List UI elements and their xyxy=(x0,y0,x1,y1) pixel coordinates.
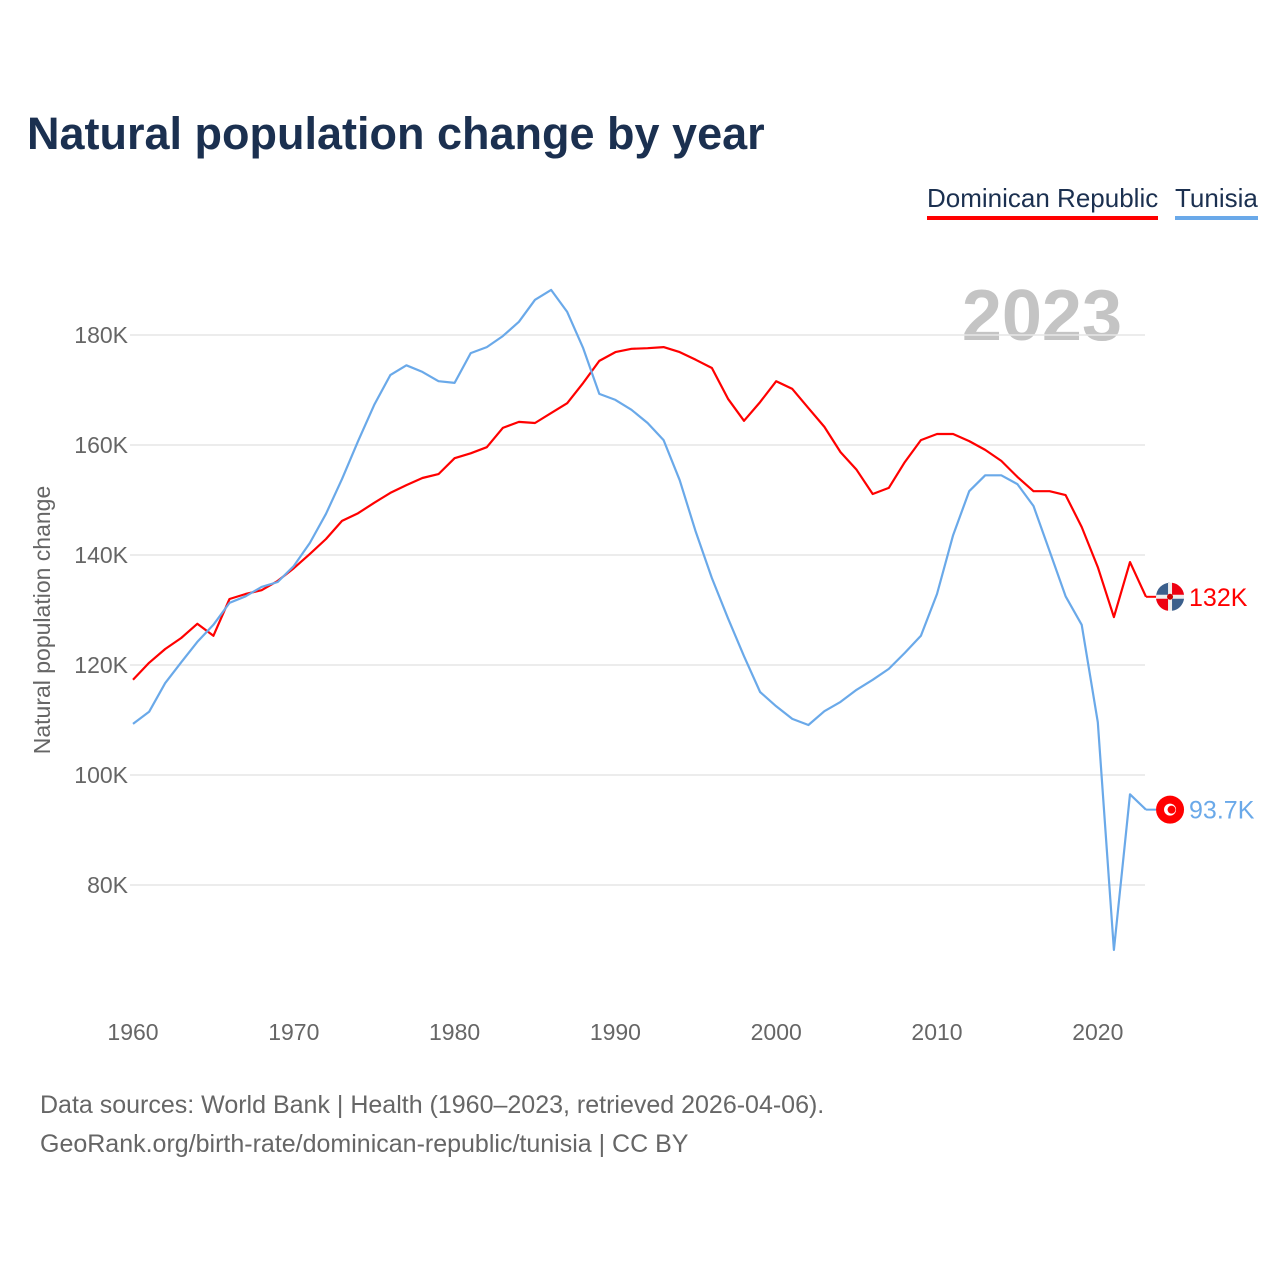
flag-crescent xyxy=(1167,805,1176,814)
x-tick-label: 1970 xyxy=(268,1019,319,1045)
series-line-tunisia xyxy=(132,288,1147,952)
legend-tunisia[interactable]: Tunisia xyxy=(1175,183,1258,220)
y-tick-label: 100K xyxy=(74,762,128,788)
chart-title: Natural population change by year xyxy=(27,108,765,159)
flag-quadrant xyxy=(1156,582,1171,597)
source-note: Data sources: World Bank | Health (1960–… xyxy=(40,1086,824,1164)
y-tick-label: 160K xyxy=(74,432,128,458)
source-line-1: Data sources: World Bank | Health (1960–… xyxy=(40,1091,825,1119)
y-tick-label: 180K xyxy=(74,322,128,348)
y-tick-label: 120K xyxy=(74,652,128,678)
series-line-dominican-republic xyxy=(132,346,1147,681)
end-value-label: 93.7K xyxy=(1189,797,1255,825)
end-value-label: 132K xyxy=(1189,584,1248,612)
source-line-2[interactable]: GeoRank.org/birth-rate/dominican-republi… xyxy=(40,1130,689,1158)
x-tick-label: 2010 xyxy=(911,1019,962,1045)
x-tick-label: 1980 xyxy=(429,1019,480,1045)
y-axis-label: Natural population change xyxy=(29,486,55,755)
flag-emblem xyxy=(1167,593,1174,600)
x-tick-label: 2000 xyxy=(751,1019,802,1045)
legend-dominican-republic[interactable]: Dominican Republic xyxy=(927,183,1159,220)
flag-quadrant xyxy=(1172,582,1185,595)
flag-quadrant xyxy=(1172,598,1185,611)
x-tick-label: 2020 xyxy=(1072,1019,1123,1045)
y-tick-label: 80K xyxy=(87,872,129,898)
year-watermark: 2023 xyxy=(962,276,1122,356)
x-tick-label: 1990 xyxy=(590,1019,641,1045)
flag-quadrant xyxy=(1156,598,1169,611)
x-tick-label: 1960 xyxy=(107,1019,158,1045)
y-tick-label: 140K xyxy=(74,542,128,568)
